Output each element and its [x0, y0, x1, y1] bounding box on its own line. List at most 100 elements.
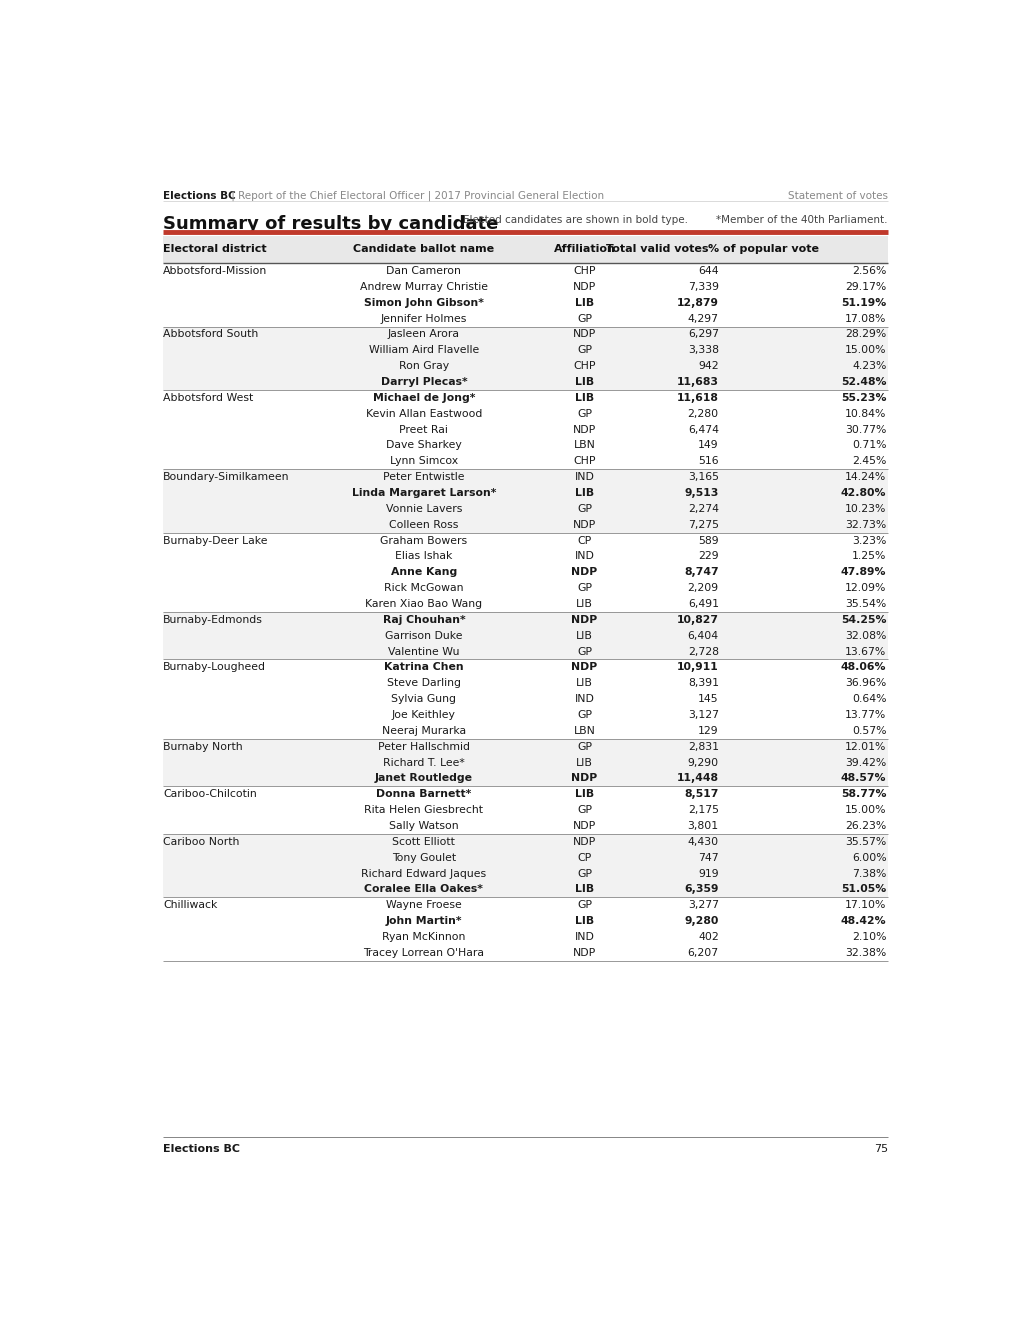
Text: Linda Margaret Larson*: Linda Margaret Larson*: [352, 488, 495, 498]
Text: Elections BC: Elections BC: [163, 1144, 239, 1154]
Text: 8,747: 8,747: [684, 568, 718, 577]
Text: 39.42%: 39.42%: [845, 758, 886, 767]
Text: CP: CP: [577, 536, 591, 545]
Text: GP: GP: [577, 647, 591, 656]
Text: 589: 589: [697, 536, 718, 545]
Text: Burnaby-Lougheed: Burnaby-Lougheed: [163, 663, 266, 672]
Text: 13.67%: 13.67%: [845, 647, 886, 656]
Text: 32.38%: 32.38%: [845, 948, 886, 958]
Bar: [163, 723, 888, 739]
Text: LIB: LIB: [575, 378, 593, 387]
Text: NDP: NDP: [571, 568, 597, 577]
Text: 14.24%: 14.24%: [845, 473, 886, 482]
Text: 129: 129: [697, 726, 718, 735]
Text: Coralee Ella Oakes*: Coralee Ella Oakes*: [364, 884, 483, 895]
Bar: [163, 279, 888, 294]
Text: Jennifer Holmes: Jennifer Holmes: [380, 314, 467, 323]
Text: 6,491: 6,491: [687, 599, 718, 609]
Text: Cariboo North: Cariboo North: [163, 837, 239, 847]
Text: 644: 644: [697, 267, 718, 276]
Text: Candidate ballot name: Candidate ballot name: [353, 244, 494, 255]
Text: 3,127: 3,127: [687, 710, 718, 719]
Text: | Report of the Chief Electoral Officer | 2017 Provincial General Election: | Report of the Chief Electoral Officer …: [227, 191, 603, 202]
Text: Abbotsford West: Abbotsford West: [163, 393, 253, 403]
Text: Peter Entwistle: Peter Entwistle: [383, 473, 465, 482]
Bar: [163, 581, 888, 597]
Text: NDP: NDP: [573, 520, 595, 529]
Text: NDP: NDP: [573, 821, 595, 832]
Text: 32.73%: 32.73%: [845, 520, 886, 529]
Text: Colleen Ross: Colleen Ross: [389, 520, 459, 529]
Text: NDP: NDP: [573, 425, 595, 434]
Text: LIB: LIB: [576, 758, 592, 767]
Text: Michael de Jong*: Michael de Jong*: [372, 393, 475, 403]
Bar: [163, 533, 888, 549]
Text: GP: GP: [577, 805, 591, 816]
Text: Janet Routledge: Janet Routledge: [375, 774, 473, 783]
Text: 2,728: 2,728: [687, 647, 718, 656]
Text: 4.23%: 4.23%: [851, 362, 886, 371]
Text: Chilliwack: Chilliwack: [163, 900, 217, 911]
Text: 6,404: 6,404: [687, 631, 718, 640]
Text: 229: 229: [697, 552, 718, 561]
Text: Statement of votes: Statement of votes: [788, 191, 888, 201]
Bar: [163, 374, 888, 389]
Text: 7,339: 7,339: [687, 282, 718, 292]
Text: GP: GP: [577, 409, 591, 418]
Bar: [163, 660, 888, 676]
Text: Andrew Murray Christie: Andrew Murray Christie: [360, 282, 487, 292]
Text: Sylvia Gung: Sylvia Gung: [391, 694, 455, 704]
Text: 47.89%: 47.89%: [840, 568, 886, 577]
Bar: [163, 882, 888, 898]
Text: 3,801: 3,801: [687, 821, 718, 832]
Bar: [163, 708, 888, 723]
Bar: [163, 263, 888, 279]
Text: Karen Xiao Bao Wang: Karen Xiao Bao Wang: [365, 599, 482, 609]
Text: Abbotsford-Mission: Abbotsford-Mission: [163, 267, 267, 276]
Text: 0.57%: 0.57%: [851, 726, 886, 735]
Text: 17.08%: 17.08%: [844, 314, 886, 323]
Text: Valentine Wu: Valentine Wu: [388, 647, 460, 656]
Text: GP: GP: [577, 900, 591, 911]
Text: 149: 149: [697, 441, 718, 450]
Text: Rita Helen Giesbrecht: Rita Helen Giesbrecht: [364, 805, 483, 816]
Text: GP: GP: [577, 710, 591, 719]
Text: 3,165: 3,165: [687, 473, 718, 482]
Bar: [163, 310, 888, 326]
Text: Tracey Lorrean O'Hara: Tracey Lorrean O'Hara: [363, 948, 484, 958]
Text: Abbotsford South: Abbotsford South: [163, 330, 258, 339]
Bar: [163, 818, 888, 834]
Bar: [163, 389, 888, 405]
Text: Electoral district: Electoral district: [163, 244, 266, 255]
Text: 7.38%: 7.38%: [851, 869, 886, 879]
Bar: [163, 644, 888, 660]
Bar: [163, 549, 888, 565]
Text: 12.01%: 12.01%: [844, 742, 886, 751]
Text: 58.77%: 58.77%: [840, 789, 886, 799]
Text: CHP: CHP: [573, 267, 595, 276]
Text: 10.23%: 10.23%: [844, 504, 886, 513]
Text: Burnaby North: Burnaby North: [163, 742, 243, 751]
Text: Affiliation: Affiliation: [553, 244, 614, 255]
Text: 4,430: 4,430: [687, 837, 718, 847]
Text: Boundary-Similkameen: Boundary-Similkameen: [163, 473, 289, 482]
Bar: [163, 945, 888, 961]
Text: GP: GP: [577, 869, 591, 879]
Text: 3,277: 3,277: [687, 900, 718, 911]
Text: 2,274: 2,274: [687, 504, 718, 513]
Bar: [163, 565, 888, 581]
Text: 942: 942: [697, 362, 718, 371]
Text: Sally Watson: Sally Watson: [388, 821, 459, 832]
Text: GP: GP: [577, 742, 591, 751]
Text: 1.25%: 1.25%: [851, 552, 886, 561]
Text: Elected candidates are shown in bold type.: Elected candidates are shown in bold typ…: [463, 215, 688, 226]
Bar: [163, 421, 888, 437]
Text: Vonnie Lavers: Vonnie Lavers: [385, 504, 462, 513]
Text: 48.42%: 48.42%: [840, 916, 886, 927]
Text: 36.96%: 36.96%: [845, 678, 886, 688]
Text: 2,280: 2,280: [687, 409, 718, 418]
Text: 6,359: 6,359: [684, 884, 718, 895]
Text: 2,175: 2,175: [687, 805, 718, 816]
Text: 6,474: 6,474: [687, 425, 718, 434]
Text: 10.84%: 10.84%: [844, 409, 886, 418]
